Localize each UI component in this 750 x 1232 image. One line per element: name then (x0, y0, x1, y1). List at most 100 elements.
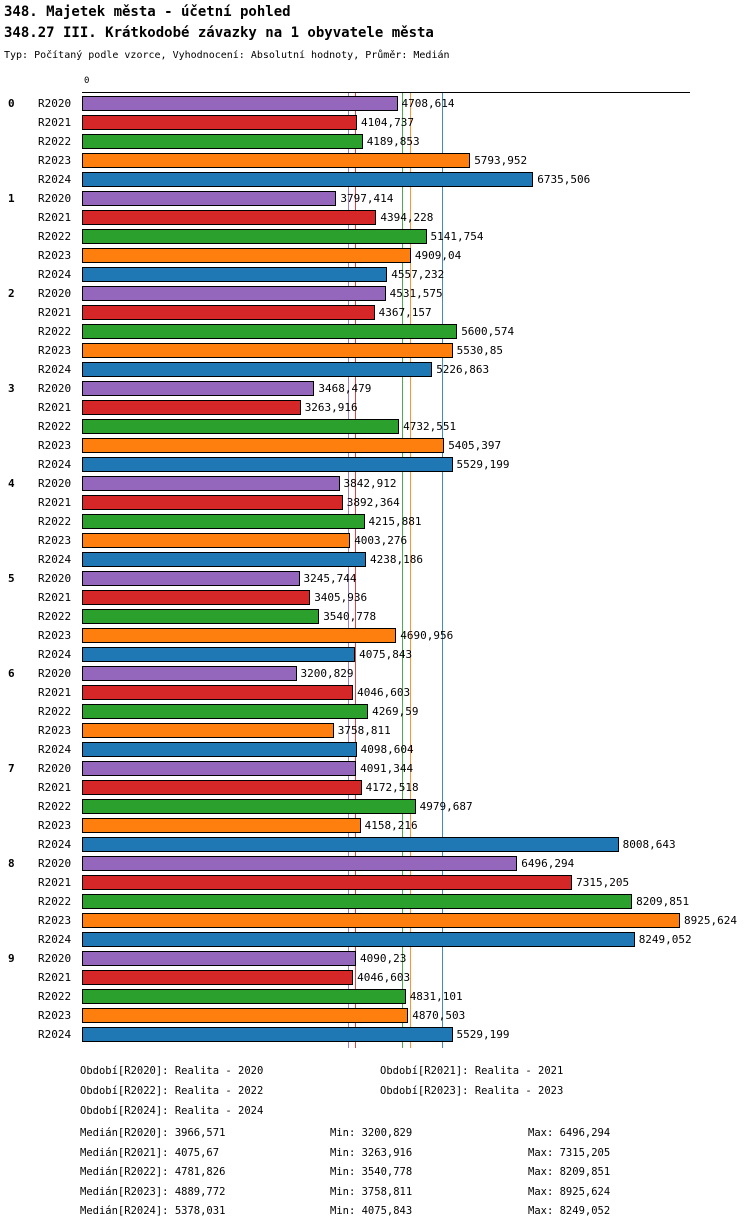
bar-value-label: 3758,811 (337, 724, 391, 737)
series-label: R2020 (38, 97, 72, 110)
bar-value-label: 5530,85 (456, 344, 503, 357)
series-label: R2023 (38, 629, 72, 642)
period-legend-item: Období[R2023]: Realita - 2023 (380, 1085, 564, 1097)
max-stat: Max: 8925,624 (528, 1186, 611, 1198)
series-label: R2020 (38, 287, 72, 300)
bar-value-label: 5793,952 (474, 154, 528, 167)
bar-value-label: 4269,59 (372, 705, 419, 718)
bar-value-label: 4091,344 (360, 762, 414, 775)
median-line-r2021 (355, 93, 357, 1048)
series-label: R2024 (38, 1028, 72, 1041)
bar-value-label: 4189,853 (366, 135, 420, 148)
bar-r2024-group5 (82, 647, 356, 662)
median-line-r2022 (402, 93, 404, 1048)
bar-value-label: 4367,157 (378, 306, 432, 319)
series-label: R2024 (38, 648, 72, 661)
bar-value-label: 8249,052 (638, 933, 692, 946)
period-legend-item: Období[R2020]: Realita - 2020 (80, 1065, 264, 1077)
bar-r2020-group5 (82, 571, 300, 586)
bar-r2022-group3 (82, 419, 400, 434)
axis-origin-label: 0 (84, 76, 90, 86)
bar-r2022-group9 (82, 989, 406, 1004)
bar-value-label: 5226,863 (436, 363, 490, 376)
bar-r2022-group6 (82, 704, 369, 719)
group-label: 0 (8, 97, 15, 110)
series-label: R2024 (38, 933, 72, 946)
bar-value-label: 6496,294 (521, 857, 575, 870)
bar-value-label: 4557,232 (391, 268, 445, 281)
bar-r2020-group0 (82, 96, 398, 111)
bar-r2020-group1 (82, 191, 337, 206)
series-label: R2024 (38, 743, 72, 756)
bar-r2021-group5 (82, 590, 311, 605)
bar-r2024-group2 (82, 362, 433, 377)
max-stat: Max: 8209,851 (528, 1166, 611, 1178)
bar-value-label: 4158,216 (364, 819, 418, 832)
series-label: R2020 (38, 382, 72, 395)
bar-r2023-group4 (82, 533, 351, 548)
bar-r2023-group3 (82, 438, 445, 453)
bar-r2020-group9 (82, 951, 356, 966)
bar-value-label: 4003,276 (354, 534, 408, 547)
bar-value-label: 4172,518 (365, 781, 419, 794)
bar-r2023-group7 (82, 818, 361, 833)
group-label: 2 (8, 287, 15, 300)
bar-r2023-group9 (82, 1008, 409, 1023)
bar-value-label: 4238,186 (370, 553, 423, 566)
bar-value-label: 4046,603 (357, 686, 411, 699)
bar-value-label: 5141,754 (430, 230, 484, 243)
bar-r2022-group1 (82, 229, 427, 244)
bar-value-label: 5405,397 (448, 439, 502, 452)
median-stat: Medián[R2021]: 4075,67 (80, 1147, 220, 1159)
series-label: R2020 (38, 192, 72, 205)
period-legend-item: Období[R2022]: Realita - 2022 (80, 1085, 264, 1097)
series-label: R2020 (38, 572, 72, 585)
bar-r2020-group8 (82, 856, 518, 871)
period-legend-item: Období[R2024]: Realita - 2024 (80, 1105, 264, 1117)
bar-value-label: 3540,778 (323, 610, 377, 623)
median-stat: Medián[R2024]: 5378,031 (80, 1205, 226, 1217)
bar-r2024-group8 (82, 932, 635, 947)
axis-line (82, 92, 690, 93)
bar-r2023-group0 (82, 153, 471, 168)
bar-value-label: 4046,603 (357, 971, 411, 984)
series-label: R2023 (38, 819, 72, 832)
series-label: R2022 (38, 420, 72, 433)
bar-value-label: 3200,829 (300, 667, 354, 680)
series-label: R2024 (38, 553, 72, 566)
series-label: R2021 (38, 116, 72, 129)
bar-r2021-group4 (82, 495, 343, 510)
bar-value-label: 4075,843 (359, 648, 413, 661)
bar-r2022-group7 (82, 799, 416, 814)
bar-value-label: 8008,643 (622, 838, 676, 851)
bar-r2020-group2 (82, 286, 386, 301)
series-label: R2022 (38, 610, 72, 623)
report-meta: Typ: Počítaný podle vzorce, Vyhodnocení:… (4, 50, 450, 61)
bar-value-label: 3842,912 (343, 477, 397, 490)
bar-value-label: 3797,414 (340, 192, 394, 205)
bar-value-label: 5529,199 (456, 458, 510, 471)
bar-value-label: 5600,574 (461, 325, 515, 338)
bar-value-label: 4708,614 (401, 97, 455, 110)
min-stat: Min: 3263,916 (330, 1147, 413, 1159)
series-label: R2023 (38, 1009, 72, 1022)
series-label: R2021 (38, 781, 72, 794)
group-label: 6 (8, 667, 15, 680)
min-stat: Min: 3200,829 (330, 1127, 413, 1139)
bar-r2021-group7 (82, 780, 362, 795)
group-label: 4 (8, 477, 15, 490)
series-label: R2024 (38, 363, 72, 376)
series-label: R2024 (38, 458, 72, 471)
bar-r2020-group7 (82, 761, 357, 776)
series-label: R2020 (38, 762, 72, 775)
series-label: R2023 (38, 914, 72, 927)
bar-r2020-group4 (82, 476, 340, 491)
bar-value-label: 4831,101 (409, 990, 463, 1003)
bar-value-label: 3245,744 (303, 572, 357, 585)
series-label: R2022 (38, 230, 72, 243)
bar-r2023-group1 (82, 248, 411, 263)
group-label: 8 (8, 857, 15, 870)
bar-value-label: 3468,479 (318, 382, 372, 395)
bar-r2021-group2 (82, 305, 375, 320)
min-stat: Min: 4075,843 (330, 1205, 413, 1217)
